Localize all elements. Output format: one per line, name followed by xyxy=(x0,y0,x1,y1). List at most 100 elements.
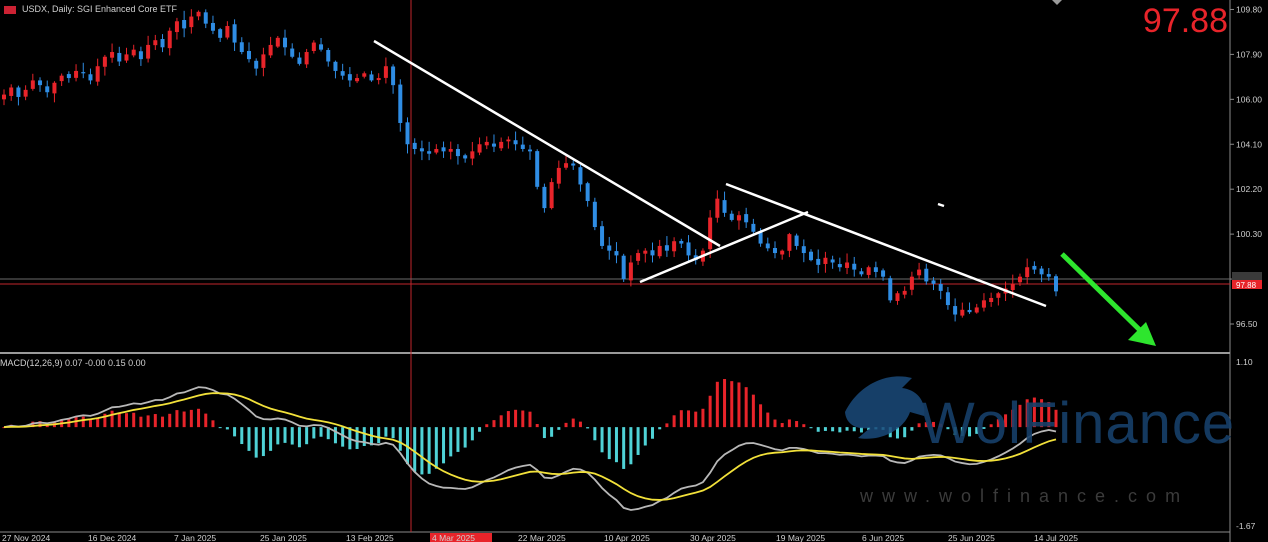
candle-body xyxy=(484,141,489,146)
candle-body xyxy=(585,183,590,202)
candle-body xyxy=(427,151,432,154)
macd-histogram-bar xyxy=(514,409,518,428)
candle xyxy=(138,46,143,66)
candle xyxy=(376,73,381,85)
candle-body xyxy=(938,284,943,291)
candle xyxy=(787,232,792,258)
candle xyxy=(210,15,215,35)
candle xyxy=(66,71,71,83)
candle xyxy=(398,79,403,132)
macd-histogram-bar xyxy=(773,419,777,428)
candle-body xyxy=(95,66,100,82)
price-tick-label: 107.90 xyxy=(1236,49,1262,59)
macd-histogram-bar xyxy=(449,427,453,457)
candle-body xyxy=(74,70,79,78)
macd-histogram-bar xyxy=(420,427,424,475)
candle-body xyxy=(2,94,6,100)
macd-histogram-bar xyxy=(895,427,899,439)
candle xyxy=(881,268,886,281)
down-arrow-icon xyxy=(1060,252,1156,346)
macd-histogram-bar xyxy=(463,427,467,448)
candle xyxy=(340,63,345,80)
macd-histogram-bar xyxy=(110,410,114,428)
candle xyxy=(592,197,597,231)
time-tick-label: 27 Nov 2024 xyxy=(2,533,50,542)
candle-body xyxy=(174,21,179,33)
macd-histogram-bar xyxy=(643,427,647,446)
macd-histogram-bar xyxy=(377,427,381,444)
candle xyxy=(95,58,100,86)
macd-histogram-bar xyxy=(485,424,489,428)
candle-body xyxy=(823,257,828,264)
candle xyxy=(989,292,994,307)
candle xyxy=(239,37,244,55)
candle-body xyxy=(88,74,93,81)
trendline-1 xyxy=(373,39,721,248)
chart-title: USDX, Daily: SGI Enhanced Core ETF xyxy=(4,4,177,14)
candle-body xyxy=(470,151,475,159)
macd-histogram-bar xyxy=(679,410,683,428)
time-tick-label: 19 May 2025 xyxy=(776,533,825,542)
candle xyxy=(643,248,648,263)
candle xyxy=(938,279,943,300)
candle-body xyxy=(340,71,345,76)
candle-body xyxy=(960,309,965,316)
candle xyxy=(628,255,633,287)
time-tick-label: 22 Mar 2025 xyxy=(518,533,566,542)
macd-histogram-bar xyxy=(492,420,496,428)
macd-histogram-bar xyxy=(1040,399,1044,428)
candle xyxy=(160,34,165,53)
macd-lines xyxy=(3,386,1057,511)
candle xyxy=(225,21,230,40)
candle xyxy=(708,210,713,259)
price-tag-ask: 97.88 xyxy=(1236,281,1257,290)
macd-histogram-bar xyxy=(391,427,395,439)
macd-histogram-bar xyxy=(557,427,561,430)
macd-histogram-bar xyxy=(261,427,265,457)
candle xyxy=(600,220,605,250)
candle-body xyxy=(153,40,158,46)
candle xyxy=(146,35,151,63)
candle xyxy=(182,10,187,38)
candle xyxy=(102,54,107,76)
macd-histogram-bar xyxy=(960,427,964,437)
candle-body xyxy=(304,52,309,65)
macd-histogram-bar xyxy=(701,408,705,428)
macd-histogram-bar xyxy=(766,412,770,428)
candle-body xyxy=(59,75,64,82)
macd-histogram-bar xyxy=(823,427,827,431)
macd-histogram-bar xyxy=(650,427,654,439)
candle-body xyxy=(902,290,907,295)
candle xyxy=(167,27,172,56)
candle-body xyxy=(981,300,986,308)
candle xyxy=(585,181,590,207)
macd-histogram-bar xyxy=(903,427,907,438)
candle-body xyxy=(881,270,886,277)
candle xyxy=(311,40,316,54)
candle xyxy=(917,262,922,280)
candle-body xyxy=(607,245,612,251)
signal-line xyxy=(3,392,1057,501)
price-axis: 109.80107.90106.00104.10102.20100.3098.4… xyxy=(1230,4,1262,531)
candle xyxy=(174,17,179,40)
candle-body xyxy=(232,24,237,43)
candle-body xyxy=(614,251,619,256)
candle xyxy=(556,160,561,189)
candle xyxy=(59,73,64,86)
candle xyxy=(369,70,374,82)
time-tick-label: 7 Jan 2025 xyxy=(174,533,216,542)
candle xyxy=(45,80,50,98)
macd-histogram-bar xyxy=(269,427,273,451)
candle xyxy=(780,249,785,260)
macd-histogram-bar xyxy=(124,413,128,428)
macd-histogram-bar xyxy=(175,410,179,428)
macd-histogram-bar xyxy=(816,427,820,432)
candle xyxy=(1032,261,1037,274)
candle xyxy=(823,251,828,273)
candle xyxy=(477,137,482,156)
candle-body xyxy=(917,269,922,276)
candle xyxy=(657,239,662,259)
macd-histogram-bar xyxy=(326,427,330,440)
candle-body xyxy=(297,57,302,64)
